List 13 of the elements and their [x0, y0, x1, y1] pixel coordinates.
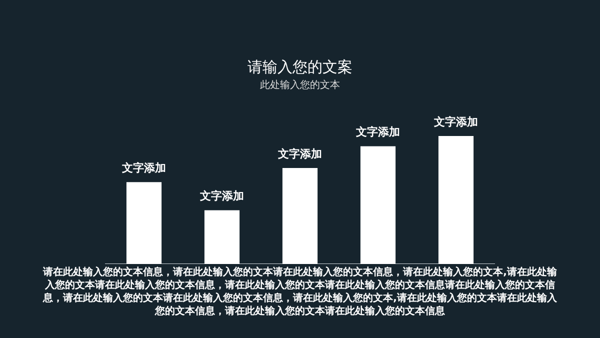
x-tick-label: 文字添加	[277, 147, 322, 160]
x-tick-label: 文字添加	[433, 115, 478, 128]
bar	[126, 182, 162, 264]
x-tick-label: 文字添加	[355, 126, 400, 139]
bar	[438, 136, 474, 264]
x-tick-label: 文字添加	[199, 190, 244, 203]
x-tick-label: 文字添加	[121, 161, 166, 174]
bar	[282, 168, 318, 264]
chart-subtitle: 此处输入您的文本	[259, 78, 341, 92]
bar	[204, 210, 240, 264]
bar	[360, 146, 396, 264]
text: 请在此处输入您的文本信息，请在此处输入您的文本请在此处输入您的文本信息，请在此处输入您的文本,请在此处输入您的文本请在此处输入您的文本信息，请在此处输入您的文本请在此处输入您的文本信息请在此处输入您的文本信息，请在此处输入您的文本请在此处输入您的文本信息，请在此处输入您的文本,请在此处输入您的文本请在此处输入您的文本信息，请在此处输入您的文本请在此处输入您的文本信息	[42, 266, 558, 318]
chart-title: 请输入您的文案	[246, 58, 354, 77]
